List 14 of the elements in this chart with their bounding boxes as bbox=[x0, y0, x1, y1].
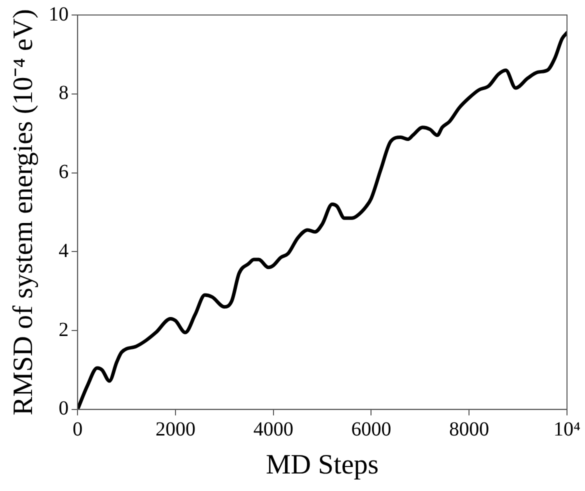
x-tick-label: 0 bbox=[72, 418, 83, 441]
y-tick-label: 6 bbox=[58, 161, 69, 184]
y-tick-label: 10 bbox=[48, 3, 69, 26]
y-tick-label: 2 bbox=[58, 318, 69, 341]
x-tick-label: 4000 bbox=[253, 418, 294, 441]
y-tick-label: 0 bbox=[58, 398, 69, 420]
y-tick-label: 8 bbox=[58, 82, 69, 104]
x-tick-label: 10⁴ bbox=[554, 418, 581, 441]
x-axis-title: MD Steps bbox=[266, 450, 379, 481]
x-tick-label: 2000 bbox=[155, 418, 196, 441]
y-axis-title: RMSD of system energies (10⁻⁴ eV) bbox=[8, 9, 40, 416]
x-tick-label: 8000 bbox=[449, 418, 490, 441]
y-tick-label: 4 bbox=[58, 240, 69, 262]
x-tick-label: 6000 bbox=[351, 418, 392, 441]
